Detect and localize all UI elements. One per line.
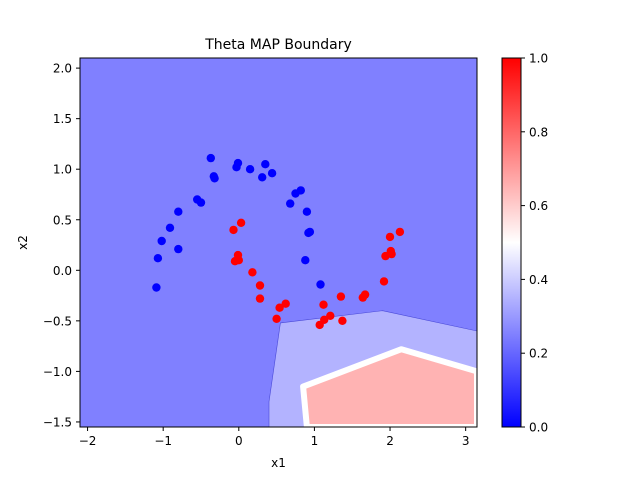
chart-title: Theta MAP Boundary	[204, 37, 352, 53]
y-tick-label: −0.5	[43, 314, 72, 328]
x-tick-label: −2	[79, 434, 97, 448]
scatter-point-class-0	[196, 198, 206, 207]
scatter-point-class-1	[319, 300, 328, 309]
scatter-point-class-0	[316, 280, 325, 289]
scatter-point-class-0	[301, 256, 310, 265]
scatter-point-class-1	[360, 290, 370, 299]
scatter-point-class-1	[281, 299, 290, 308]
colorbar-tick-label: 0.8	[529, 125, 548, 139]
scatter-point-class-0	[296, 186, 305, 195]
scatter-point-class-0	[286, 199, 295, 208]
y-tick-label: 2.0	[53, 62, 72, 76]
colorbar-tick-label: 0.6	[529, 199, 548, 213]
scatter-point-class-1	[255, 281, 265, 290]
scatter-point-class-0	[210, 174, 219, 183]
scatter-point-class-0	[157, 236, 166, 246]
scatter-point-class-1	[326, 311, 335, 320]
x-axis: −2 −1 0 1 2 3	[79, 427, 470, 448]
scatter-point-class-1	[275, 303, 284, 312]
colorbar-tick-label: 0.2	[529, 347, 548, 361]
x-tick-label: 2	[386, 434, 394, 448]
scatter-point-class-0	[165, 223, 175, 232]
x-axis-label: x1	[271, 456, 286, 470]
scatter-point-class-1	[320, 315, 329, 324]
y-tick-label: 1.5	[53, 112, 72, 126]
y-tick-label: 0.5	[53, 213, 72, 227]
scatter-point-class-1	[379, 277, 389, 286]
scatter-point-class-1	[236, 218, 246, 227]
scatter-point-class-0	[174, 244, 183, 254]
scatter-point-class-1	[248, 268, 257, 277]
colorbar-tick-label: 1.0	[529, 52, 548, 66]
colorbar-ticks: 0.0 0.2 0.4 0.6 0.8 1.0	[521, 52, 548, 435]
data-points	[152, 153, 405, 330]
decision-boundary-region	[268, 310, 477, 427]
scatter-point-class-0	[153, 254, 163, 263]
scatter-point-class-1	[336, 292, 346, 301]
y-tick-label: 1.0	[53, 163, 72, 177]
colorbar-gradient	[502, 58, 521, 427]
x-tick-label: 3	[462, 434, 470, 448]
scatter-point-class-0	[245, 165, 255, 174]
colorbar-frame	[501, 57, 522, 428]
boundary-inner-region	[300, 346, 477, 427]
scatter-point-class-1	[385, 232, 395, 242]
y-tick-label: 0.0	[53, 264, 72, 278]
scatter-point-class-1	[272, 314, 281, 323]
scatter-point-class-0	[305, 227, 315, 237]
scatter-point-class-0	[267, 169, 277, 178]
scatter-point-class-1	[234, 256, 243, 265]
y-axis-label: x2	[16, 235, 30, 250]
y-tick-label: −1.0	[43, 365, 72, 379]
scatter-point-class-0	[206, 153, 215, 163]
colorbar: 0.0 0.2 0.4 0.6 0.8 1.0	[501, 52, 548, 435]
scatter-point-class-1	[255, 294, 265, 303]
scatter-point-class-1	[395, 227, 405, 237]
x-tick-label: 1	[311, 434, 319, 448]
y-axis: −1.5 −1.0 −0.5 0.0 0.5 1.0 1.5 2.0	[43, 62, 80, 429]
scatter-point-class-0	[233, 158, 243, 168]
x-tick-label: 0	[235, 434, 243, 448]
scatter-point-class-1	[387, 249, 396, 259]
scatter-point-class-0	[152, 283, 161, 292]
colorbar-tick-label: 0.0	[529, 421, 548, 435]
x-tick-label: −1	[154, 434, 172, 448]
y-tick-label: −1.5	[43, 415, 72, 429]
scatter-point-class-1	[338, 316, 347, 325]
scatter-point-class-0	[258, 173, 267, 182]
scatter-point-class-1	[229, 225, 238, 235]
scatter-point-class-0	[302, 207, 312, 216]
colorbar-tick-label: 0.4	[529, 273, 548, 287]
scatter-point-class-0	[261, 160, 270, 169]
plot-frame	[79, 57, 478, 428]
scatter-point-class-0	[174, 207, 183, 216]
